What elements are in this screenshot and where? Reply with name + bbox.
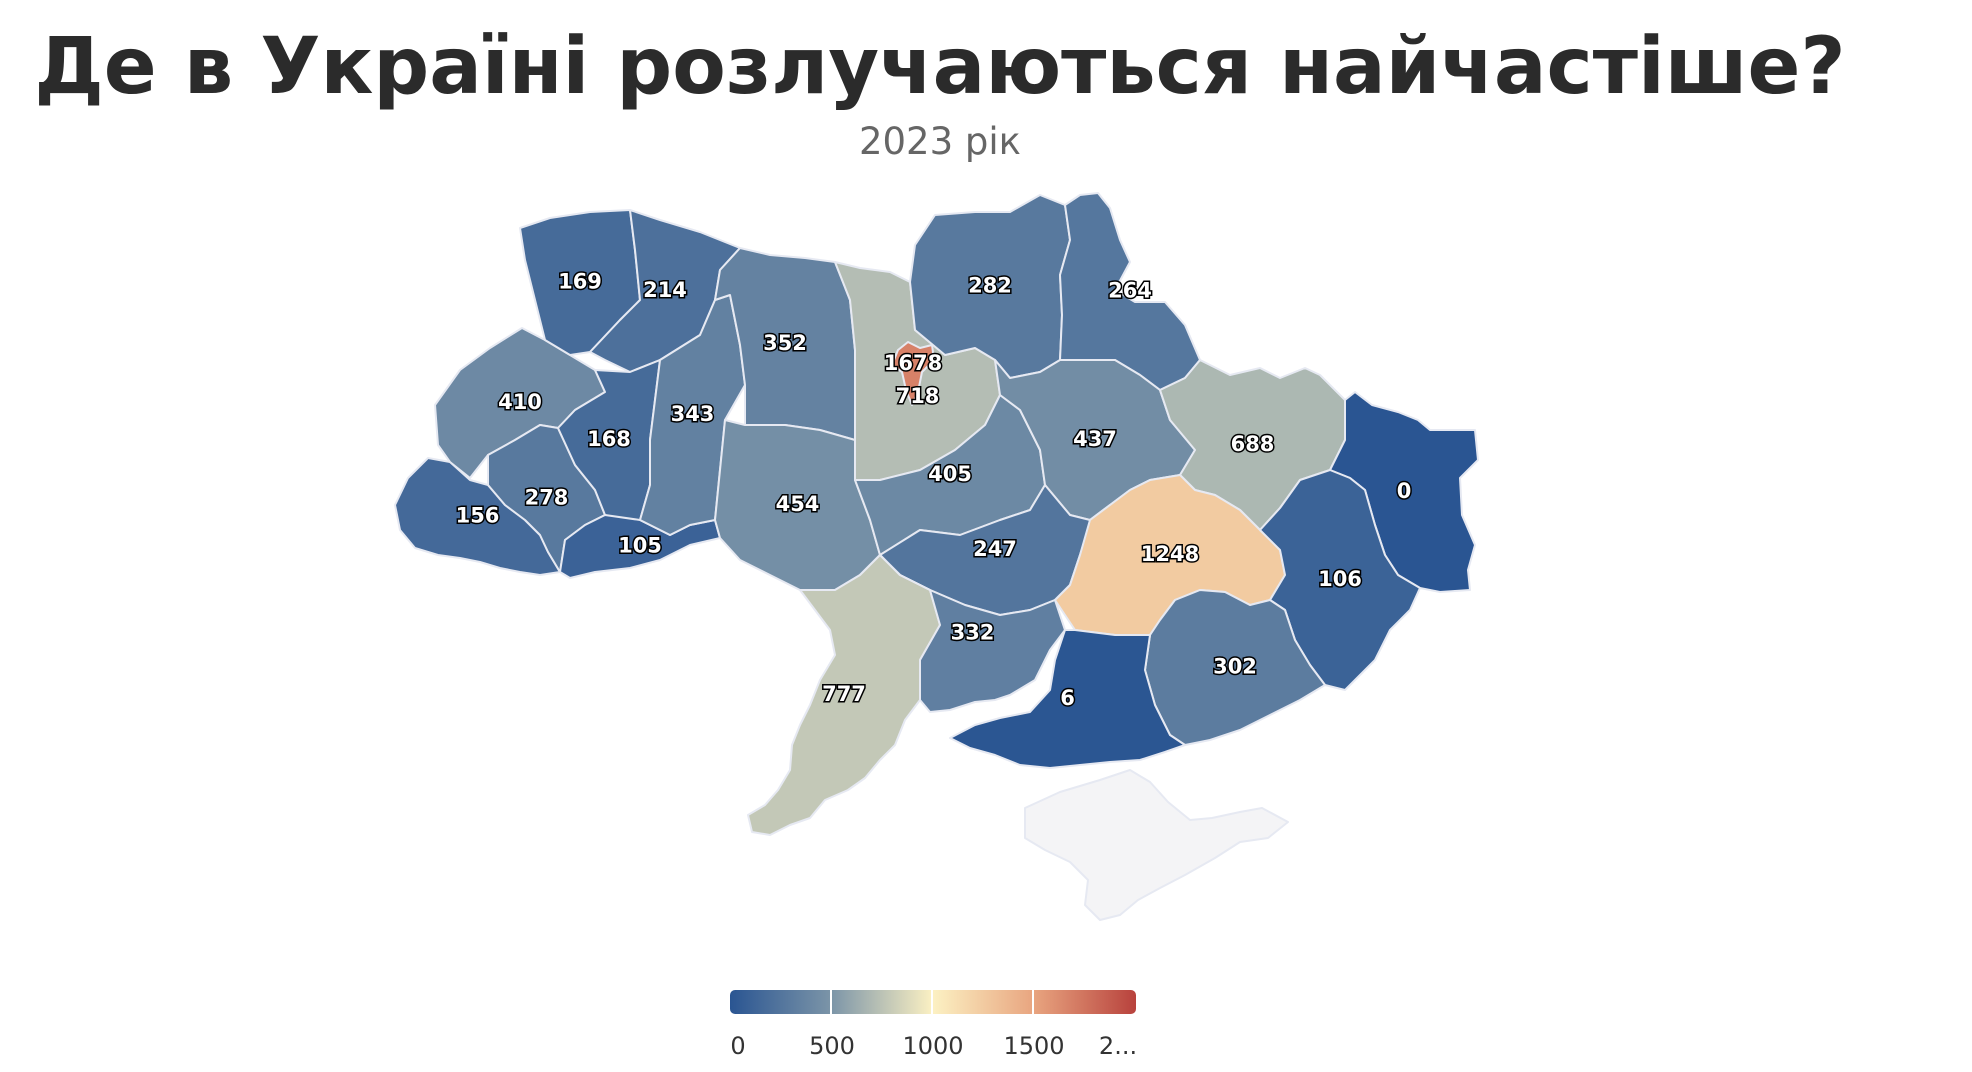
region-value-label-poltava: 437	[1073, 427, 1117, 451]
region-kyiv-city[interactable]	[891, 341, 935, 406]
region-value-label-mykolaiv: 332	[951, 621, 995, 645]
legend-separator	[931, 990, 933, 1014]
region-crimea[interactable]	[1024, 769, 1289, 921]
region-value-label-rivne: 214	[643, 278, 687, 302]
page-title: Де в Україні розлучаються найчастіше?	[34, 22, 1846, 112]
region-value-label-zhytomyr: 352	[763, 331, 807, 355]
region-value-label-kyiv-oblast: 718	[896, 384, 940, 408]
region-donetsk[interactable]	[1259, 469, 1421, 691]
legend-tick-label: 2...	[1098, 1032, 1138, 1060]
region-kherson[interactable]	[949, 629, 1186, 769]
region-value-label-khmelnytskyi: 343	[671, 402, 715, 426]
region-value-label-cherkasy: 405	[928, 462, 972, 486]
legend-separator	[1032, 990, 1034, 1014]
region-value-label-odesa: 777	[822, 682, 866, 706]
region-value-label-lviv: 410	[498, 390, 542, 414]
region-value-label-vinnytsia: 454	[776, 492, 820, 516]
legend-tick-label: 500	[809, 1032, 855, 1060]
color-legend: 0 500 1000 1500 2...	[730, 990, 1137, 1060]
region-value-label-ternopil: 168	[587, 427, 631, 451]
region-value-label-ivano-frankivsk: 278	[525, 486, 569, 510]
region-value-label-chernihiv: 282	[968, 274, 1012, 298]
region-mykolaiv[interactable]	[879, 554, 1066, 713]
labels-layer: 156 410 278 169 214 168 105 343 352 454 718 1678 282…	[454, 268, 1413, 712]
region-value-label-donetsk: 106	[1318, 567, 1362, 591]
region-value-label-zakarpattia: 156	[456, 504, 500, 528]
region-value-label-dnipropetrovsk: 1248	[1141, 542, 1199, 566]
legend-tick-label: 1000	[902, 1032, 964, 1060]
region-value-label-volyn: 169	[558, 270, 602, 294]
region-value-label-kherson: 6	[1060, 686, 1075, 710]
legend-tick-label: 1500	[1003, 1032, 1065, 1060]
legend-gradient-bar	[730, 990, 1136, 1014]
region-value-label-zaporizhzhia: 302	[1213, 655, 1257, 679]
region-value-label-kharkiv: 688	[1231, 432, 1275, 456]
legend-separator	[830, 990, 832, 1014]
regions-layer	[394, 192, 1479, 921]
region-value-label-luhansk: 0	[1397, 479, 1412, 503]
page-subtitle: 2023 рік	[858, 120, 1022, 163]
region-value-label-chernivtsi: 105	[618, 534, 662, 558]
region-value-label-sumy: 264	[1108, 279, 1152, 303]
legend-tick-label: 0	[730, 1032, 746, 1060]
region-value-label-kirovohrad: 247	[973, 537, 1017, 561]
region-value-label-kyiv-city: 1678	[884, 351, 942, 375]
